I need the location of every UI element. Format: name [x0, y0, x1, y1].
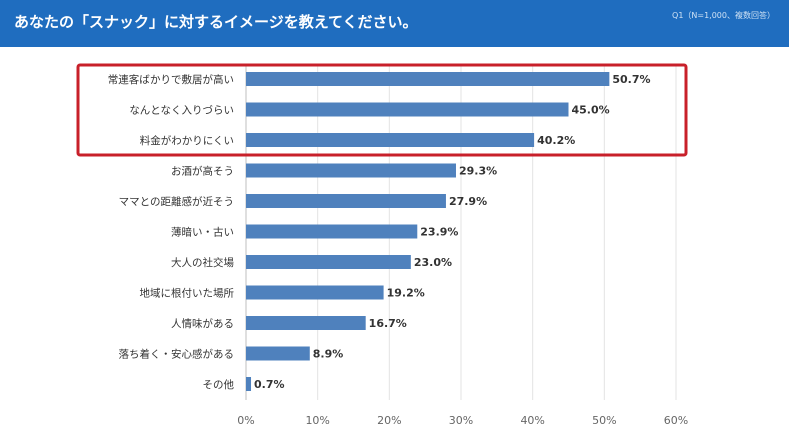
data-label: 16.7% — [369, 317, 407, 330]
bar — [246, 133, 535, 147]
data-label: 23.0% — [414, 256, 452, 269]
x-tick-label: 10% — [305, 414, 329, 427]
data-label: 23.9% — [420, 226, 458, 239]
category-label: 大人の社交場 — [171, 256, 234, 269]
bar — [246, 224, 418, 239]
bar — [246, 316, 366, 330]
page-title: あなたの「スナック」に対するイメージを教えてください。 — [14, 13, 418, 31]
survey-note: Q1（N=1,000、複数回答） — [672, 11, 775, 20]
data-label: 19.2% — [387, 287, 425, 300]
category-label: 人情味がある — [171, 317, 234, 330]
bar — [246, 102, 569, 117]
x-tick-label: 20% — [377, 414, 401, 427]
category-label: 地域に根付いた場所 — [140, 287, 235, 300]
data-label: 8.9% — [313, 348, 344, 361]
x-tick-label: 50% — [592, 414, 616, 427]
bar — [246, 194, 446, 208]
data-label: 50.7% — [612, 73, 650, 86]
category-label: 料金がわかりにくい — [140, 134, 234, 147]
data-label: 40.2% — [537, 134, 575, 147]
x-tick-label: 0% — [237, 414, 254, 427]
data-label: 29.3% — [459, 165, 497, 178]
x-tick-label: 30% — [449, 414, 473, 427]
x-tick-label: 60% — [664, 414, 688, 427]
category-label: お酒が高そう — [171, 165, 234, 178]
category-label: なんとなく入りづらい — [129, 105, 234, 117]
data-label: 45.0% — [572, 104, 610, 117]
category-label: ママとの距離感が近そう — [119, 195, 234, 208]
bar — [246, 163, 456, 178]
bar — [246, 72, 610, 86]
bar — [246, 377, 252, 391]
data-label: 27.9% — [449, 195, 487, 208]
bar — [246, 255, 411, 269]
x-tick-label: 40% — [520, 414, 544, 427]
bar — [246, 346, 310, 361]
category-label: 常連客ばかりで敷居が高い — [108, 73, 234, 86]
highlight-box — [76, 63, 688, 157]
data-label: 0.7% — [254, 378, 285, 391]
category-label: 落ち着く・安心感がある — [119, 348, 235, 361]
header-bar: あなたの「スナック」に対するイメージを教えてください。 Q1（N=1,000、複… — [0, 0, 789, 47]
category-label: 薄暗い・古い — [171, 226, 234, 239]
bar — [246, 285, 384, 300]
category-label: その他 — [203, 378, 235, 391]
